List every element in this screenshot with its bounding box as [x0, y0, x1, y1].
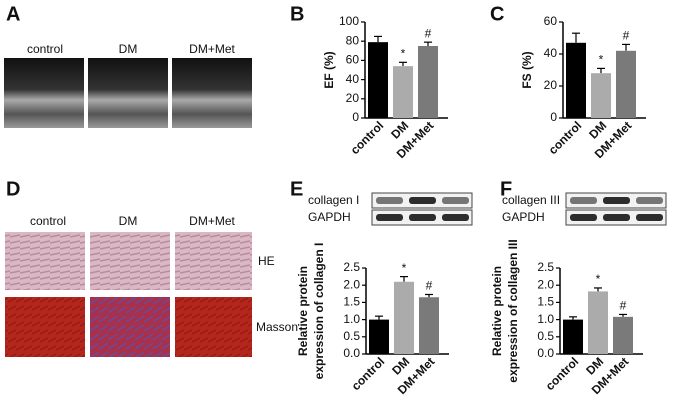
blot-band: [570, 197, 597, 204]
blot-band: [409, 214, 436, 221]
y-axis-label: expression of collagen III: [506, 239, 520, 382]
significance-mark: *: [402, 261, 407, 275]
echo-image: [4, 58, 84, 128]
panel-letter: C: [490, 3, 504, 25]
blot-band: [603, 197, 630, 204]
image-label: DM: [119, 42, 138, 56]
y-axis-label: Relative protein: [296, 266, 310, 356]
masson-image: [5, 297, 85, 357]
y-tick-label: 0.5: [537, 329, 554, 343]
masson-image: [175, 297, 252, 357]
blot-label: GAPDH: [502, 210, 545, 224]
masson-image: [90, 297, 170, 357]
blot-band: [636, 197, 663, 204]
echo-image: [88, 58, 168, 128]
x-tick-label: control: [348, 118, 387, 157]
bar: [563, 319, 583, 354]
y-tick-label: 2.0: [537, 277, 554, 291]
blot-label: GAPDH: [308, 210, 351, 224]
y-tick-label: 2.0: [343, 277, 360, 291]
blot-band: [409, 197, 436, 204]
bar: [418, 46, 438, 118]
bar: [419, 297, 439, 354]
y-axis-label: FS (%): [520, 51, 534, 88]
blot-label: collagen III: [502, 193, 560, 207]
image-label: DM+Met: [189, 214, 235, 228]
bar: [616, 50, 636, 118]
y-tick-label: 0.0: [343, 346, 360, 360]
y-tick-label: 1.5: [537, 295, 554, 309]
y-tick-label: 2.5: [343, 260, 360, 274]
y-axis-label: EF (%): [322, 51, 336, 88]
he-image: [5, 232, 85, 290]
panel-letter: B: [290, 3, 304, 25]
image-label: DM: [119, 214, 138, 228]
image-label: DM+Met: [189, 42, 235, 56]
y-tick-label: 0.0: [537, 346, 554, 360]
blot-band: [603, 214, 630, 221]
y-tick-label: 0: [550, 110, 557, 124]
panel-letter: D: [6, 178, 20, 200]
significance-mark: *: [401, 46, 406, 60]
row-label: HE: [258, 254, 275, 268]
x-tick-label: control: [349, 354, 388, 393]
y-tick-label: 1.5: [343, 295, 360, 309]
bar: [613, 316, 633, 354]
x-tick-label: control: [543, 354, 582, 393]
y-tick-label: 1.0: [343, 312, 360, 326]
y-tick-label: 100: [339, 14, 359, 28]
significance-mark: #: [620, 299, 627, 313]
bar: [394, 281, 414, 354]
significance-mark: #: [426, 279, 433, 293]
image-label: control: [30, 214, 66, 228]
y-axis-label: expression of collagen I: [312, 243, 326, 380]
y-tick-label: 80: [346, 33, 360, 47]
y-tick-label: 0.5: [343, 329, 360, 343]
blot-band: [376, 197, 403, 204]
y-tick-label: 2.5: [537, 260, 554, 274]
row-label: Masson: [256, 320, 298, 334]
bar: [566, 42, 586, 118]
bar: [591, 73, 611, 118]
blot-band: [636, 214, 663, 221]
panel-letter: F: [500, 178, 512, 200]
y-tick-label: 60: [346, 53, 360, 67]
he-image: [175, 232, 252, 290]
he-image: [90, 232, 170, 290]
significance-mark: *: [599, 53, 604, 67]
y-tick-label: 20: [346, 91, 360, 105]
significance-mark: *: [596, 272, 601, 286]
y-tick-label: 1.0: [537, 312, 554, 326]
significance-mark: #: [623, 29, 630, 43]
blot-band: [570, 214, 597, 221]
bar: [393, 66, 413, 118]
bar: [369, 319, 389, 354]
y-tick-label: 0: [352, 110, 359, 124]
panel-letter: E: [290, 178, 303, 200]
y-tick-label: 40: [346, 72, 360, 86]
blot-band: [376, 214, 403, 221]
bar: [368, 42, 388, 118]
blot-label: collagen I: [308, 193, 359, 207]
y-axis-label: Relative protein: [490, 266, 504, 356]
image-label: control: [27, 42, 63, 56]
blot-band: [442, 214, 469, 221]
x-tick-label: control: [546, 118, 585, 157]
echo-image: [172, 58, 252, 128]
y-tick-label: 20: [544, 78, 558, 92]
significance-mark: #: [425, 26, 432, 40]
y-tick-label: 60: [544, 14, 558, 28]
y-tick-label: 40: [544, 46, 558, 60]
panel-letter: A: [6, 3, 20, 25]
bar: [588, 291, 608, 354]
blot-band: [442, 197, 469, 204]
